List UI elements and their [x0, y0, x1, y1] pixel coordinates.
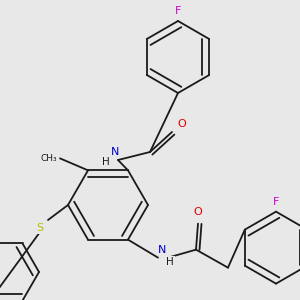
- Text: H: H: [166, 256, 174, 267]
- Text: O: O: [178, 119, 186, 129]
- Text: CH₃: CH₃: [40, 154, 57, 163]
- Text: F: F: [273, 196, 279, 207]
- Text: F: F: [175, 6, 181, 16]
- Text: O: O: [194, 207, 202, 217]
- Text: N: N: [111, 147, 119, 157]
- Text: N: N: [158, 244, 166, 255]
- Text: H: H: [102, 157, 110, 167]
- Text: S: S: [36, 223, 43, 233]
